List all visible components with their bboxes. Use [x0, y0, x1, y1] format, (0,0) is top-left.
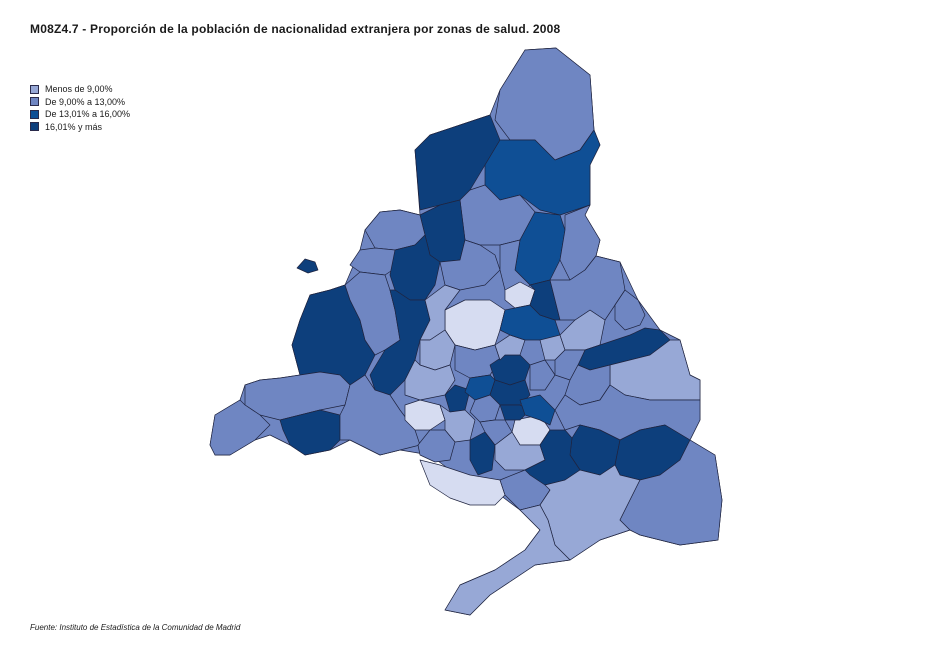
legend-swatch-light [30, 84, 39, 94]
zone-central-light-1 [444, 299, 506, 351]
zone-enclave [296, 258, 319, 274]
legend-item-16-plus: 16,01% y más [30, 121, 130, 134]
legend-label: 16,01% y más [45, 121, 103, 132]
legend-label: De 9,00% a 13,00% [45, 96, 126, 107]
legend-swatch-medium [30, 97, 39, 107]
zone-northwest-3 [389, 234, 441, 301]
zone-central-light-4 [419, 459, 506, 506]
zone-central-5 [444, 384, 471, 413]
zone-central-light-3 [404, 399, 446, 431]
zone-east-2 [549, 255, 626, 321]
map-title: M08Z4.7 - Proporción de la población de … [30, 22, 561, 36]
map-legend: Menos de 9,00% De 9,00% a 13,00% De 13,0… [30, 83, 130, 133]
zone-north-3 [484, 129, 601, 216]
zone-central-4 [404, 359, 456, 401]
zone-madrid-6 [519, 394, 556, 426]
legend-swatch-darkest [30, 122, 39, 132]
zone-south-2 [619, 439, 723, 546]
source-note: Fuente: Instituto de Estadística de la C… [30, 623, 241, 632]
legend-item-13-16: De 13,01% a 16,00% [30, 108, 130, 121]
legend-item-menos-9: Menos de 9,00% [30, 83, 130, 96]
zone-east-3 [614, 289, 646, 331]
zone-central-7 [417, 429, 456, 463]
zone-west-5 [209, 399, 271, 456]
zone-south-3 [444, 504, 571, 616]
zone-west-7 [339, 374, 421, 456]
zone-madrid-7 [529, 359, 556, 391]
zone-west-6 [279, 409, 341, 456]
legend-label: De 13,01% a 16,00% [45, 109, 131, 120]
legend-item-9-13: De 9,00% a 13,00% [30, 96, 130, 109]
legend-label: Menos de 9,00% [45, 84, 113, 95]
zone-madrid-12 [479, 419, 513, 446]
legend-swatch-dark [30, 109, 39, 119]
